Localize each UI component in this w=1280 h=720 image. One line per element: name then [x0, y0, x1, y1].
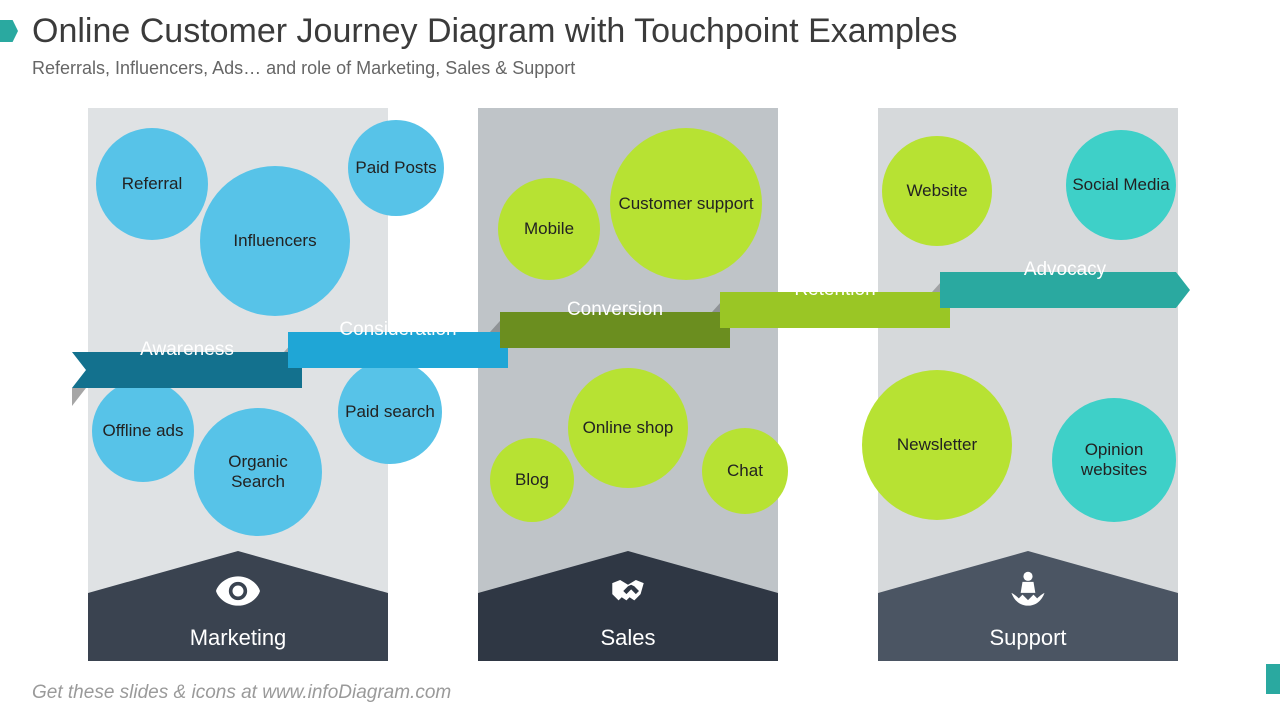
accent-marker-bottom-right [1266, 664, 1280, 694]
touchpoint-bubble: Online shop [568, 368, 688, 488]
stage-awareness: Awareness [72, 332, 302, 368]
touchpoint-bubble: Blog [490, 438, 574, 522]
stage-advocacy: Advocacy [940, 252, 1190, 288]
touchpoint-bubble: Influencers [200, 166, 350, 316]
stage-retention: Retention [720, 272, 950, 308]
column-footer: Support [878, 551, 1178, 661]
touchpoint-bubble: Newsletter [862, 370, 1012, 520]
column-label: Sales [478, 625, 778, 651]
page-title: Online Customer Journey Diagram with Tou… [32, 12, 957, 51]
accent-marker-left [0, 20, 18, 42]
column-footer: Marketing [88, 551, 388, 661]
footer-attribution: Get these slides & icons at www.infoDiag… [32, 682, 451, 704]
touchpoint-bubble: Referral [96, 128, 208, 240]
page-subtitle: Referrals, Influencers, Ads… and role of… [32, 58, 575, 79]
touchpoint-bubble: Customer support [610, 128, 762, 280]
touchpoint-bubble: Mobile [498, 178, 600, 280]
touchpoint-bubble: Paid Posts [348, 120, 444, 216]
touchpoint-bubble: Opinion websites [1052, 398, 1176, 522]
column-label: Support [878, 625, 1178, 651]
stage-conversion: Conversion [500, 292, 730, 328]
eye-icon [216, 569, 260, 613]
column-label: Marketing [88, 625, 388, 651]
care-icon [1006, 569, 1050, 613]
handshake-icon [606, 569, 650, 613]
stage-consideration: Consideration [288, 312, 508, 348]
touchpoint-bubble: Organic Search [194, 408, 322, 536]
column-footer: Sales [478, 551, 778, 661]
touchpoint-bubble: Chat [702, 428, 788, 514]
touchpoint-bubble: Social Media [1066, 130, 1176, 240]
touchpoint-bubble: Website [882, 136, 992, 246]
